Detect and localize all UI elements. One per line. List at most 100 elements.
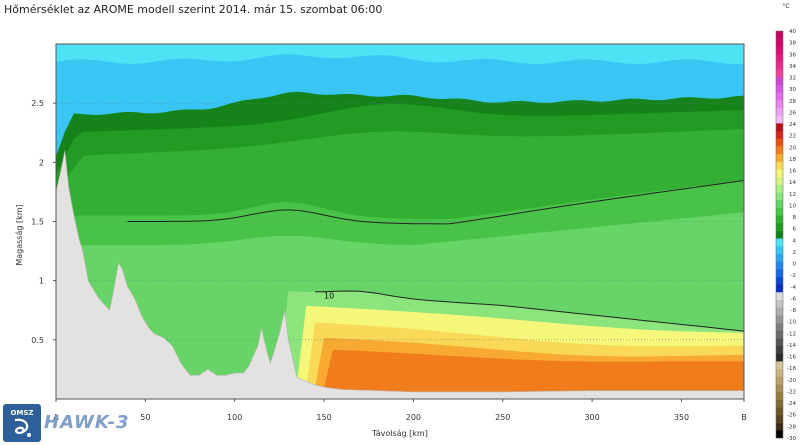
colorbar-cell-7 xyxy=(776,376,783,385)
colorbar-cell-25 xyxy=(776,238,783,247)
colorbar-cell-1 xyxy=(776,422,783,431)
colorbar-cell-9 xyxy=(776,361,783,370)
colorbar-label-18: 18 xyxy=(789,157,796,163)
x-tick-label-200: 200 xyxy=(406,413,421,422)
colorbar-label--16: -16 xyxy=(787,355,796,361)
colorbar-cell-4 xyxy=(776,399,783,408)
colorbar-cell-13 xyxy=(776,330,783,339)
colorbar-label-40: 40 xyxy=(789,29,796,35)
colorbar-cell-0 xyxy=(776,430,783,439)
y-axis-label: Magasság [km] xyxy=(15,204,24,265)
colorbar-cell-48 xyxy=(776,61,783,70)
colorbar-cells xyxy=(775,30,784,439)
colorbar-cell-44 xyxy=(776,92,783,101)
colorbar-label-0: 0 xyxy=(793,262,797,268)
colorbar-label--6: -6 xyxy=(791,297,797,303)
colorbar-cell-6 xyxy=(776,384,783,393)
colorbar-cell-3 xyxy=(776,407,783,416)
colorbar-cell-33 xyxy=(776,176,783,185)
colorbar-unit: °C xyxy=(782,3,789,10)
contour-lines xyxy=(127,180,744,332)
colorbar-label--20: -20 xyxy=(787,378,796,384)
temperature-bands xyxy=(56,46,744,399)
x-tick-label-350: 350 xyxy=(674,413,689,422)
colorbar-cell-26 xyxy=(776,230,783,239)
colorbar-labels: -30-28-26-24-22-20-18-16-14-12-10-8-6-4-… xyxy=(787,29,796,442)
colorbar-cell-23 xyxy=(776,253,783,262)
x-tick-label-150: 150 xyxy=(316,413,331,422)
y-tick-label-2.5: 2.5 xyxy=(31,99,44,108)
colorbar-cell-42 xyxy=(776,107,783,116)
colorbar-cell-41 xyxy=(776,115,783,124)
colorbar-cell-16 xyxy=(776,307,783,316)
x-tick-label-B: B xyxy=(741,413,747,422)
colorbar-cell-27 xyxy=(776,222,783,231)
colorbar-label--2: -2 xyxy=(791,273,796,279)
colorbar-cell-21 xyxy=(776,269,783,277)
colorbar-label-2: 2 xyxy=(793,250,797,256)
x-tick-label-50: 50 xyxy=(140,413,150,422)
colorbar-label--14: -14 xyxy=(787,343,796,349)
colorbar-cell-43 xyxy=(776,100,783,108)
colorbar-cell-15 xyxy=(776,315,783,324)
y-tick-label-2: 2 xyxy=(39,158,44,167)
colorbar-label--26: -26 xyxy=(787,413,796,419)
colorbar-label--24: -24 xyxy=(787,401,796,407)
colorbar-cell-17 xyxy=(776,299,783,308)
colorbar-cell-24 xyxy=(776,246,783,254)
colorbar-label-20: 20 xyxy=(789,145,796,151)
colorbar-cell-20 xyxy=(776,276,783,285)
colorbar-cell-45 xyxy=(776,84,783,93)
colorbar-label-16: 16 xyxy=(789,169,796,175)
colorbar-label--4: -4 xyxy=(791,285,797,291)
x-tick-label-250: 250 xyxy=(495,413,510,422)
colorbar-label-38: 38 xyxy=(789,41,796,47)
colorbar-cell-52 xyxy=(776,31,783,39)
colorbar-cell-30 xyxy=(776,199,783,208)
colorbar-label-12: 12 xyxy=(789,192,796,198)
colorbar-label-26: 26 xyxy=(789,110,796,116)
colorbar-label--12: -12 xyxy=(787,331,796,337)
temperature-band-18 xyxy=(56,349,744,399)
logo-label: OMSZ xyxy=(10,409,33,417)
colorbar-label--28: -28 xyxy=(787,424,796,430)
colorbar-cell-19 xyxy=(776,284,783,293)
colorbar-cell-49 xyxy=(776,54,783,62)
y-axis-ticks: 0.5 1 1.5 2 2.5 xyxy=(31,99,56,345)
colorbar-label-32: 32 xyxy=(789,76,796,82)
colorbar-cell-31 xyxy=(776,192,783,201)
colorbar-cell-36 xyxy=(776,153,783,162)
colorbar-cell-18 xyxy=(776,292,783,300)
colorbar-label--18: -18 xyxy=(787,366,796,372)
colorbar-cell-12 xyxy=(776,338,783,347)
colorbar-label-30: 30 xyxy=(789,87,796,93)
colorbar-label-28: 28 xyxy=(789,99,796,105)
chart-title: Hőmérséklet az AROME modell szerint 2014… xyxy=(4,3,383,16)
colorbar-frame xyxy=(775,30,784,439)
colorbar-cell-38 xyxy=(776,138,783,147)
x-axis-ticks: A 50 100 150 200 250 300 350 B xyxy=(53,399,747,422)
colorbar-cell-32 xyxy=(776,184,783,193)
colorbar-label-8: 8 xyxy=(793,215,797,221)
colorbar-cell-35 xyxy=(776,161,783,170)
colorbar-label-10: 10 xyxy=(789,203,796,209)
colorbar-label--8: -8 xyxy=(791,308,797,314)
colorbar-cell-51 xyxy=(776,38,783,47)
colorbar-cell-11 xyxy=(776,345,783,354)
colorbar-cell-40 xyxy=(776,123,783,132)
colorbar-label-34: 34 xyxy=(789,64,796,70)
colorbar-cell-47 xyxy=(776,69,783,78)
contour-line-10 xyxy=(315,290,744,332)
x-tick-label-300: 300 xyxy=(584,413,599,422)
colorbar-cell-8 xyxy=(776,368,783,377)
colorbar-cell-14 xyxy=(776,322,783,331)
colorbar-cell-10 xyxy=(776,353,783,362)
colorbar-cell-29 xyxy=(776,207,783,216)
product-name: HAWK-3 xyxy=(44,412,130,433)
colorbar-label--10: -10 xyxy=(787,320,796,326)
colorbar-label-36: 36 xyxy=(789,52,796,58)
terrain-profile xyxy=(55,150,745,400)
colorbar-cell-28 xyxy=(776,215,783,224)
colorbar-cell-50 xyxy=(776,46,783,55)
